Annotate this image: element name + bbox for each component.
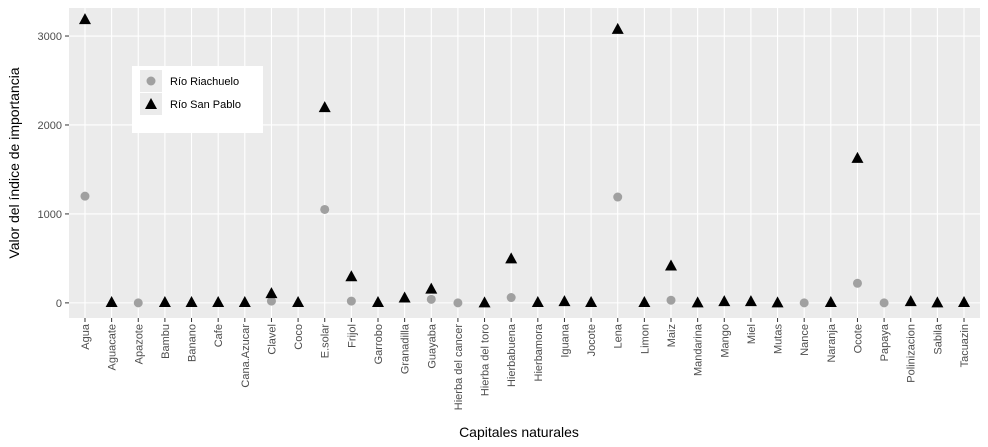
- x-tick-label: Aguacate: [107, 324, 119, 370]
- x-tick-label: Polinizacion: [906, 324, 918, 383]
- legend: Río Riachuelo Río San Pablo: [132, 66, 263, 133]
- triangle-point: [398, 291, 411, 303]
- triangle-point: [185, 295, 198, 307]
- circle-point: [346, 296, 356, 306]
- x-tick-label: Clavel: [266, 324, 278, 355]
- triangle-point: [585, 295, 598, 307]
- x-tick-label: Hierba del cancer: [453, 324, 465, 411]
- triangle-point: [158, 295, 171, 307]
- x-axis-title: Capitales naturales: [459, 424, 579, 440]
- x-tick-label: Miel: [746, 324, 758, 344]
- x-tick-label: Cana.Azucar: [240, 324, 252, 388]
- triangle-point: [265, 287, 278, 299]
- plot-panel: [69, 8, 980, 318]
- triangle-point: [371, 295, 384, 307]
- triangle-point: [292, 295, 305, 307]
- x-tick-label: Frijol: [346, 324, 358, 348]
- x-tick-label: Coco: [293, 324, 305, 350]
- triangle-point: [558, 295, 571, 307]
- triangle-point: [638, 295, 651, 307]
- x-tick-label: Mutas: [773, 324, 785, 354]
- triangle-point: [744, 295, 757, 307]
- triangle-point: [105, 295, 118, 307]
- circle-point: [133, 298, 143, 308]
- marks: [78, 13, 971, 308]
- circle-point: [426, 294, 436, 304]
- triangle-point: [931, 296, 944, 308]
- x-tick-label: E.solar: [320, 324, 332, 359]
- x-tick-label: Sabila: [932, 323, 944, 354]
- y-tick-label: 0: [56, 298, 62, 310]
- x-tick-label: Mandarina: [693, 323, 705, 376]
- x-tick-label: Lena: [613, 323, 625, 348]
- circle-point: [506, 293, 516, 303]
- x-tick-label: Hierbamora: [533, 323, 545, 381]
- triangle-point: [851, 151, 864, 163]
- circle-point: [852, 278, 862, 288]
- legend-label: Río Riachuelo: [170, 76, 239, 88]
- x-tick-label: Papaya: [879, 323, 891, 361]
- circle-point: [266, 296, 276, 306]
- triangle-point: [904, 295, 917, 307]
- triangle-point: [425, 282, 438, 294]
- triangle-point: [345, 270, 358, 282]
- circle-point: [453, 298, 463, 308]
- x-tick-label: Tacuazin: [959, 324, 971, 367]
- triangle-point: [78, 13, 91, 25]
- x-tick-label: Hierba del toro: [480, 324, 492, 396]
- x-tick-label: Mango: [719, 324, 731, 358]
- y-tick-label: 1000: [38, 209, 62, 221]
- triangle-point: [771, 296, 784, 308]
- circle-point: [613, 192, 623, 202]
- circle-point: [80, 191, 90, 201]
- triangle-point: [478, 296, 491, 308]
- x-tick-label: Maiz: [666, 324, 678, 347]
- triangle-point: [318, 101, 331, 113]
- x-tick-label: Hierbabuena: [506, 323, 518, 387]
- x-tick-label: Garrobo: [373, 324, 385, 364]
- x-tick-label: Cafe: [213, 324, 225, 347]
- x-tick-label: Bambu: [160, 324, 172, 359]
- triangle-point: [505, 252, 518, 264]
- x-tick-label: Guayaba: [426, 323, 438, 369]
- x-tick-label: Nance: [799, 324, 811, 356]
- x-tick-label: Iguana: [559, 323, 571, 358]
- circle-point: [879, 298, 889, 308]
- triangle-point: [611, 22, 624, 34]
- x-tick-label: Limon: [639, 324, 651, 354]
- triangle-point: [958, 295, 971, 307]
- x-tick-label: Granadilla: [400, 323, 412, 374]
- triangle-point: [145, 98, 157, 109]
- triangle-point: [665, 259, 678, 271]
- triangle-point: [824, 295, 837, 307]
- x-tick-label: Apazote: [133, 324, 145, 364]
- x-tick-label: Banano: [187, 324, 199, 362]
- triangle-point: [238, 295, 251, 307]
- circle-point: [146, 76, 156, 86]
- triangle-point: [212, 295, 225, 307]
- x-tick-label: Ocote: [852, 324, 864, 353]
- legend-label: Río San Pablo: [170, 99, 241, 111]
- triangle-point: [531, 295, 544, 307]
- circle-point: [320, 204, 330, 214]
- x-tick-label: Agua: [80, 323, 92, 350]
- y-tick-label: 3000: [38, 31, 62, 43]
- y-axis-title: Valor del índice de importancia: [6, 67, 22, 258]
- x-tick-label: Jocote: [586, 324, 598, 356]
- y-tick-label: 2000: [38, 120, 62, 132]
- triangle-point: [691, 296, 704, 308]
- grid: [69, 8, 980, 318]
- circle-point: [666, 295, 676, 305]
- triangle-point: [718, 295, 731, 307]
- x-tick-label: Naranja: [826, 323, 838, 362]
- circle-point: [799, 298, 809, 308]
